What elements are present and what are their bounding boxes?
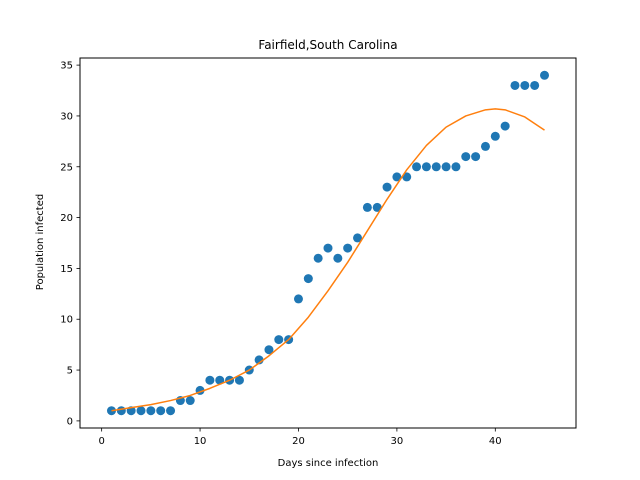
x-tick-label: 40: [489, 436, 502, 447]
scatter-point: [530, 80, 540, 90]
scatter-point: [274, 335, 284, 345]
scatter-point: [471, 152, 481, 162]
y-tick-label: 5: [67, 366, 73, 377]
scatter-point: [343, 243, 353, 253]
axes-frame: [79, 57, 577, 429]
scatter-point: [500, 121, 510, 131]
scatter-point: [382, 182, 392, 192]
scatter-point: [362, 202, 372, 212]
scatter-point: [451, 162, 461, 172]
scatter-point: [333, 253, 343, 263]
plot-area: [106, 70, 550, 416]
y-tick-label: 10: [60, 315, 73, 326]
scatter-point: [372, 202, 382, 212]
scatter-point: [392, 172, 402, 182]
y-tick-label: 15: [60, 264, 73, 275]
scatter-point: [402, 172, 412, 182]
scatter-point: [461, 152, 471, 162]
scatter-point: [116, 406, 126, 416]
x-tick-label: 20: [292, 436, 305, 447]
y-axis-label: Population infected: [35, 194, 46, 290]
scatter-point: [264, 345, 274, 355]
scatter-point: [303, 274, 313, 284]
scatter-point: [205, 375, 215, 385]
scatter-point: [431, 162, 441, 172]
scatter-point: [234, 375, 244, 385]
scatter-point: [136, 406, 146, 416]
y-tick-label: 0: [67, 416, 73, 427]
scatter-point: [166, 406, 176, 416]
y-tick-label: 30: [60, 111, 73, 122]
scatter-point: [412, 162, 422, 172]
chart-title: Fairfield,South Carolina: [258, 38, 397, 52]
scatter-point: [313, 253, 323, 263]
scatter-point: [146, 406, 156, 416]
scatter-point: [540, 70, 550, 80]
x-axis-label: Days since infection: [278, 458, 379, 469]
y-tick-label: 25: [60, 162, 73, 173]
scatter-point: [215, 375, 225, 385]
scatter-point: [520, 80, 530, 90]
y-tick-label: 35: [60, 61, 73, 72]
scatter-point: [323, 243, 333, 253]
scatter-point: [293, 294, 303, 304]
scatter-point: [185, 396, 195, 406]
fit-line: [111, 108, 545, 412]
x-tick-label: 30: [391, 436, 404, 447]
x-tick-label: 0: [98, 436, 104, 447]
scatter-point: [480, 141, 490, 151]
scatter-point: [421, 162, 431, 172]
scatter-point: [353, 233, 363, 243]
scatter-point: [490, 131, 500, 141]
scatter-point: [510, 80, 520, 90]
scatter-point: [441, 162, 451, 172]
y-tick-label: 20: [60, 213, 73, 224]
x-tick-label: 10: [194, 436, 207, 447]
scatter-point: [156, 406, 166, 416]
